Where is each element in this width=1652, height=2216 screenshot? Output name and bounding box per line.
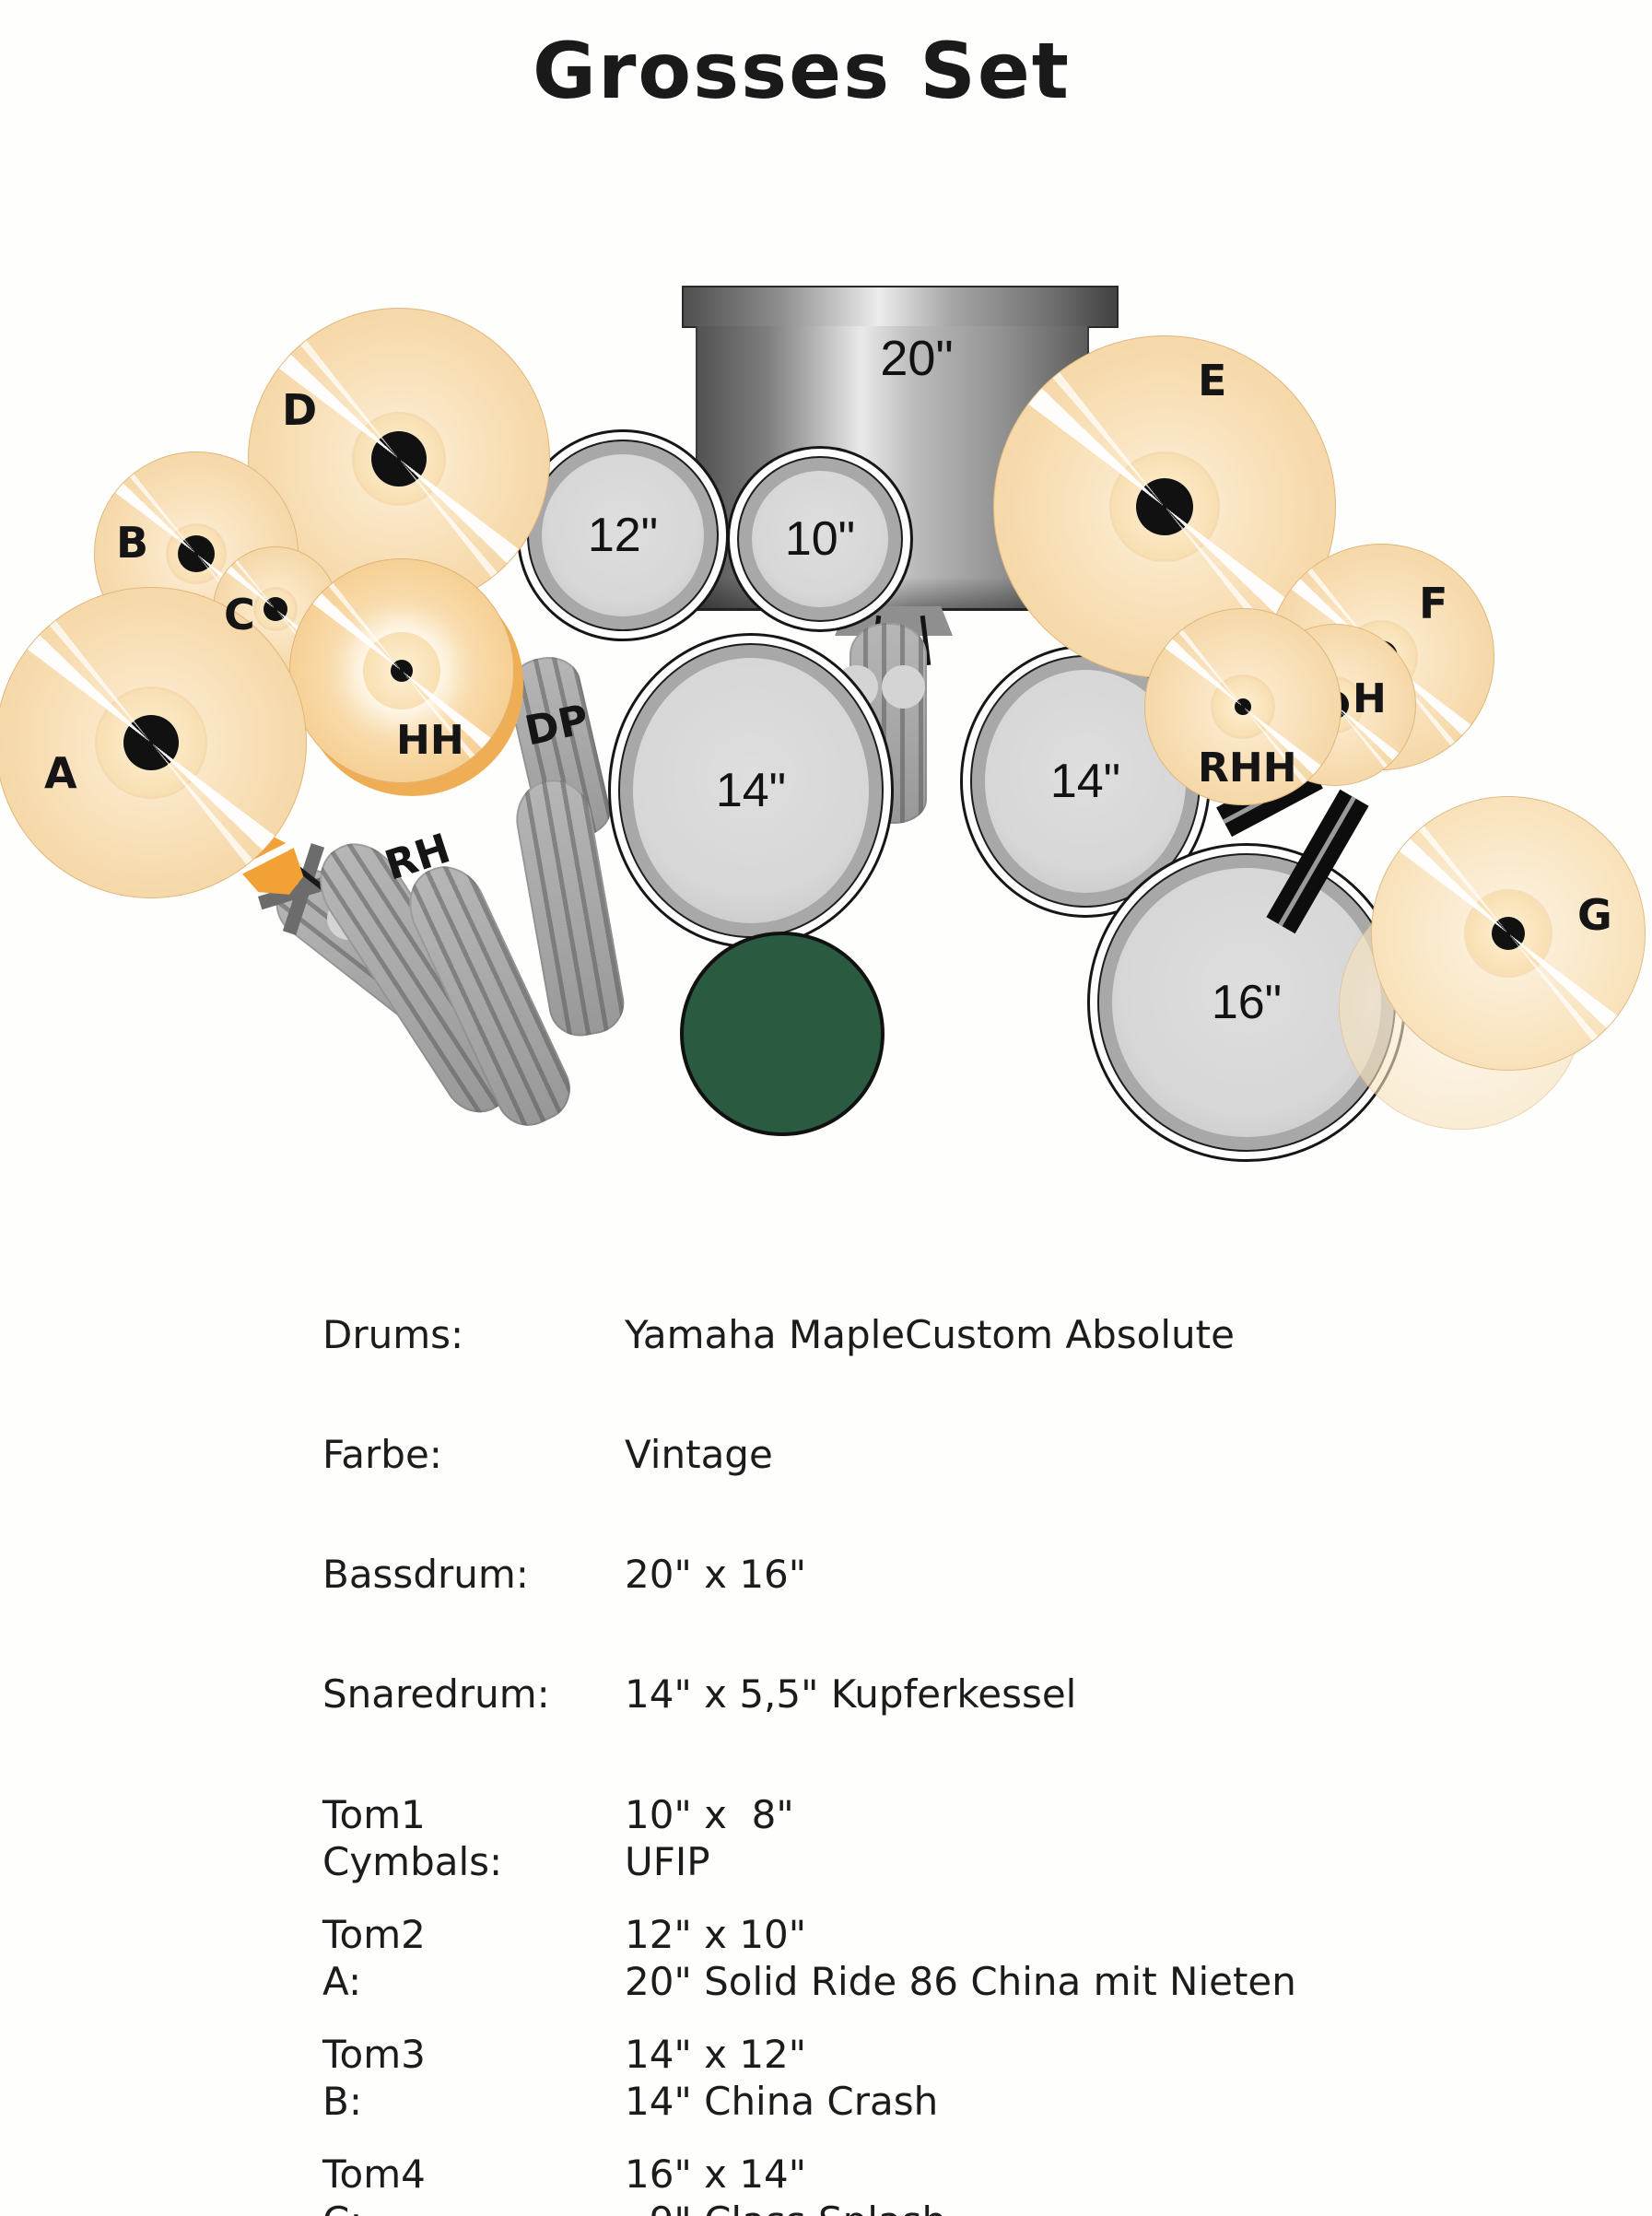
label-cymbal-g: G (1577, 890, 1612, 940)
label-cymbal-f: F (1419, 579, 1448, 628)
spec-row: Farbe: Vintage (322, 1432, 773, 1478)
tom2-size-label: 12" (587, 509, 659, 562)
tom4-size-label: 16" (1211, 976, 1283, 1029)
spec-row: A: 20" Solid Ride 86 China mit Nieten (322, 1959, 1296, 2005)
tom2-head (542, 454, 704, 616)
spec-row: Tom2 12" x 10" (322, 1911, 807, 1957)
cymbal-a (0, 587, 307, 898)
cymbal-a-shine (0, 588, 306, 897)
label-cymbal-b: B (116, 518, 149, 568)
cymbal-hh-shine (290, 559, 513, 782)
spec-row: Snaredrum: 14" x 5,5" Kupferkessel (322, 1671, 1077, 1718)
spec-row: C: 9" Class Splash (322, 2201, 1378, 2216)
drum-spec-list: Drums: Yamaha MapleCustom Absolute Farbe:… (322, 1235, 1235, 2216)
label-cymbal-h: H (1353, 675, 1387, 722)
spec-row: B: 14" China Crash (322, 2079, 939, 2125)
spec-row: Tom1 10" x 8" (322, 1791, 794, 1837)
label-cymbal-hh: HH (396, 717, 464, 764)
cymbal-spec-list: Cymbals: UFIP A: 20" Solid Ride 86 China m… (322, 1762, 1378, 2216)
spec-row: Drums: Yamaha MapleCustom Absolute (322, 1311, 1235, 1357)
spec-row: Cymbals: UFIP (322, 1838, 710, 1884)
tom1-head (752, 471, 888, 607)
tom1-size-label: 10" (784, 512, 856, 566)
label-cymbal-d: D (282, 385, 318, 435)
cymbal-rhh (1144, 608, 1342, 805)
tom4-head (1112, 868, 1381, 1137)
tom1-10in: 10" (727, 446, 913, 632)
cymbal-hh (289, 558, 514, 783)
woodblock (680, 932, 885, 1136)
snare-head (633, 658, 869, 923)
spec-row: Tom4 16" x 14" (322, 2152, 807, 2198)
label-cymbal-e: E (1198, 356, 1227, 405)
label-cymbal-rhh: RHH (1198, 745, 1297, 791)
spec-row: Tom3 14" x 12" (322, 2032, 807, 2078)
label-cymbal-a: A (44, 748, 77, 798)
bass-beater-right (882, 665, 925, 709)
cymbal-g (1371, 796, 1646, 1071)
bass-drum-size-label: 20" (880, 331, 954, 386)
bass-drum-hoop (682, 286, 1119, 328)
spec-row: Bassdrum: 20" x 16" (322, 1552, 807, 1598)
snare-14in: 14" (608, 633, 894, 948)
tom2-12in: 12" (517, 429, 729, 641)
snare-size-label: 14" (715, 764, 787, 817)
cymbal-rhh-shine (1145, 609, 1341, 804)
cymbal-g-shine (1372, 797, 1645, 1070)
label-cymbal-c: C (224, 590, 255, 639)
tom3-size-label: 14" (1049, 755, 1121, 808)
page-title: Grosses Set (533, 26, 1071, 116)
